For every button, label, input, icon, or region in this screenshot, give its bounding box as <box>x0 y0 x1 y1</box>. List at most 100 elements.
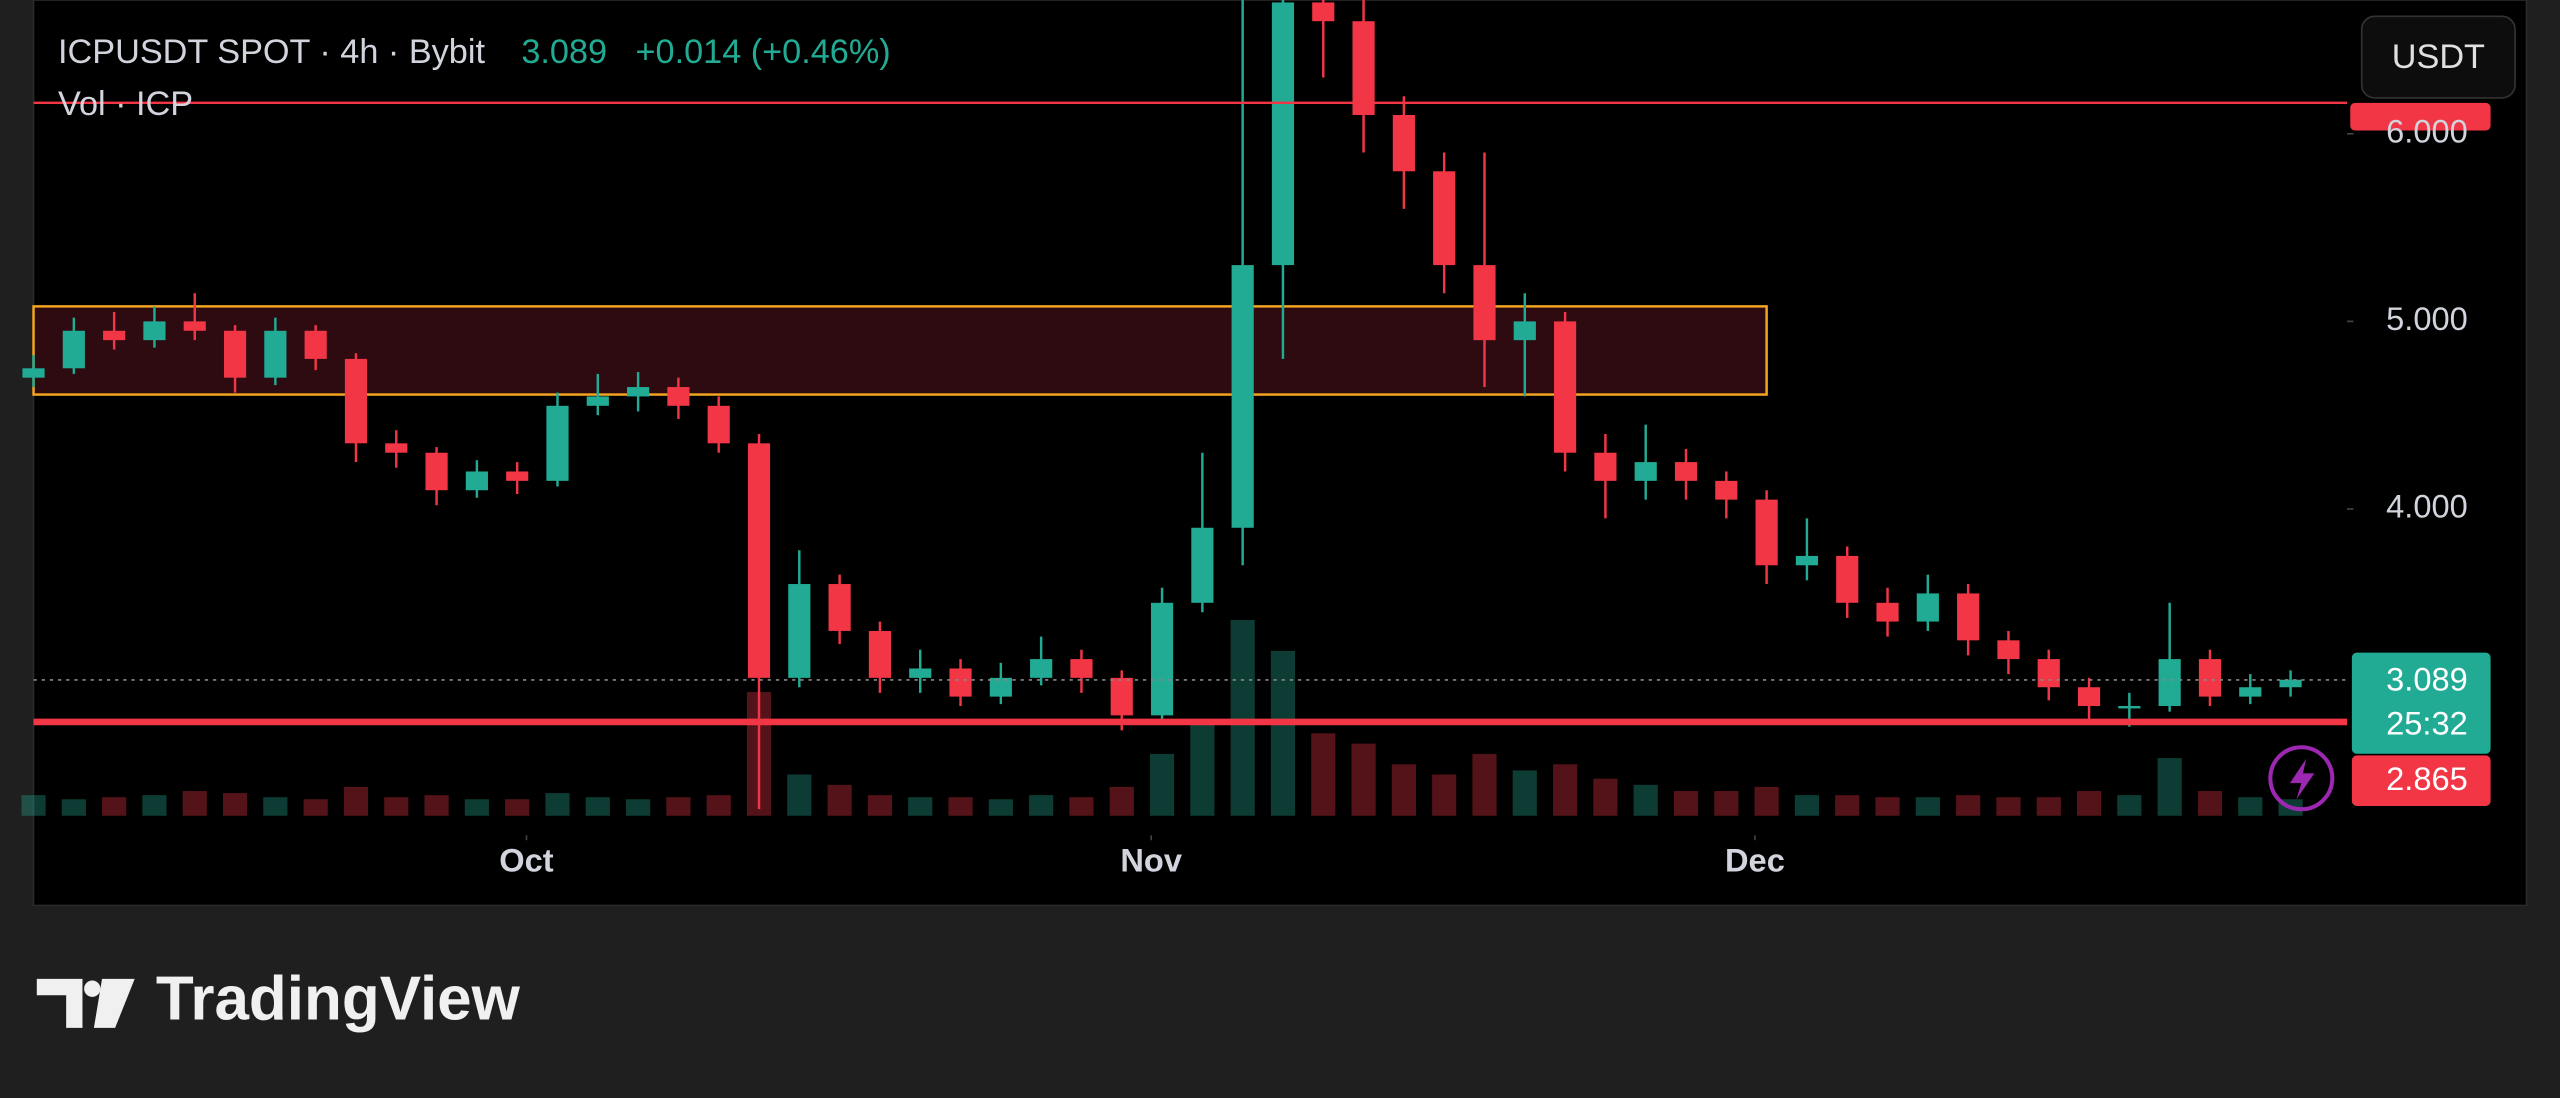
x-tick-label: Oct <box>499 842 554 879</box>
volume-bar <box>1956 795 1981 816</box>
candle-body <box>667 387 690 406</box>
volume-bar <box>2117 795 2142 816</box>
alert-bolt <box>2289 758 2315 800</box>
volume-bar <box>1270 650 1296 816</box>
candle-body <box>1957 593 1980 641</box>
candle-body <box>425 452 448 491</box>
volume-bar <box>303 799 328 816</box>
y-tick-label: 5.000 <box>2386 300 2468 337</box>
volume-bar <box>545 793 570 816</box>
candle-body <box>747 443 771 678</box>
candle-body <box>2239 687 2262 697</box>
candle-body <box>788 584 811 678</box>
candle-body <box>385 443 408 453</box>
candle-body <box>1070 659 1093 678</box>
candle-body <box>586 396 609 406</box>
volume-bar <box>908 797 933 816</box>
candle-body <box>1916 593 1939 622</box>
candle-body <box>143 321 166 341</box>
volume-bar <box>102 797 127 816</box>
brand-logo: TradingView <box>36 965 521 1034</box>
symbol-title: ICPUSDT SPOT · 4h · Bybit <box>58 33 485 71</box>
volume-bar <box>2197 791 2223 816</box>
volume-bar <box>1754 786 1779 816</box>
currency-button[interactable]: USDT <box>2360 15 2516 99</box>
support-axis-label: 2.865 <box>2386 760 2468 797</box>
volume-bar <box>626 799 651 816</box>
candle-body <box>909 668 932 678</box>
volume-bar <box>1190 723 1215 816</box>
candle-body <box>2198 659 2222 697</box>
candle-body <box>1030 659 1053 678</box>
candle-body <box>1433 171 1456 266</box>
candle-body <box>1110 677 1133 716</box>
volume-bar <box>1794 795 1820 816</box>
volume-bar <box>1835 795 1860 816</box>
volume-bar <box>787 774 812 816</box>
candle-body <box>1634 462 1657 481</box>
candle-body <box>1836 555 1859 603</box>
volume-bar <box>666 797 691 816</box>
last-price: 3.089 <box>521 33 607 71</box>
candle-body <box>2158 659 2181 706</box>
candle-body <box>828 584 851 631</box>
volume-bar <box>827 784 852 816</box>
candle-body <box>1312 2 1335 22</box>
volume-bar <box>2076 791 2102 816</box>
candle-body <box>1715 480 1738 500</box>
volume-bar <box>424 795 449 816</box>
volume-bar <box>948 797 973 816</box>
candle-body <box>2077 687 2101 706</box>
volume-bar <box>1633 784 1658 816</box>
x-tick-label: Dec <box>1725 842 1785 879</box>
last-price-box <box>2351 652 2491 754</box>
candle-body <box>2037 659 2060 688</box>
support-box <box>2351 755 2491 806</box>
candle-body <box>1513 321 1536 341</box>
volume-bar <box>1593 778 1618 816</box>
volume-bar <box>1714 791 1739 816</box>
volume-bar <box>1673 791 1699 816</box>
candle-body <box>989 677 1012 697</box>
volume-bar <box>1230 619 1255 816</box>
volume-bar <box>988 799 1013 816</box>
candle-body <box>868 630 892 678</box>
candle-body <box>1594 452 1617 481</box>
volume-bar <box>2238 797 2263 816</box>
alert-button[interactable] <box>2268 745 2335 812</box>
candle-body <box>627 387 650 397</box>
volume-bar <box>1069 797 1094 816</box>
volume-bar <box>2157 758 2182 816</box>
candle-body <box>103 330 126 341</box>
volume-bar <box>1109 786 1134 816</box>
volume-label: Vol · ICP <box>58 85 193 123</box>
candle-body <box>1150 602 1174 716</box>
volume-bar <box>2036 797 2061 816</box>
candle-body <box>1473 265 1496 341</box>
candle-body <box>546 405 569 481</box>
candle-body <box>2118 705 2141 709</box>
candle-body <box>465 471 488 491</box>
candle-body <box>506 471 529 481</box>
volume-bar <box>1149 753 1175 816</box>
resistance-marker <box>2350 102 2491 131</box>
candle-body <box>304 330 327 359</box>
volume-bar <box>585 797 610 816</box>
volume-bar <box>1472 753 1497 816</box>
volume-bar <box>343 786 369 816</box>
volume-bar <box>263 797 288 816</box>
candle-body <box>949 668 972 697</box>
volume-bar <box>1351 743 1376 816</box>
volume-bar <box>706 795 731 816</box>
volume-bar <box>61 799 86 816</box>
currency-button-label[interactable]: USDT <box>2392 38 2485 76</box>
candle-body <box>1876 602 1899 622</box>
volume-bar <box>1553 764 1578 816</box>
currency-button-bg[interactable] <box>2360 15 2516 99</box>
candle-body <box>1231 265 1254 528</box>
volume-bar <box>1432 774 1457 816</box>
candle-body <box>1271 2 1295 266</box>
candle-body <box>223 330 247 378</box>
y-tick-label: 4.000 <box>2386 488 2468 525</box>
volume-bar <box>1311 733 1336 816</box>
